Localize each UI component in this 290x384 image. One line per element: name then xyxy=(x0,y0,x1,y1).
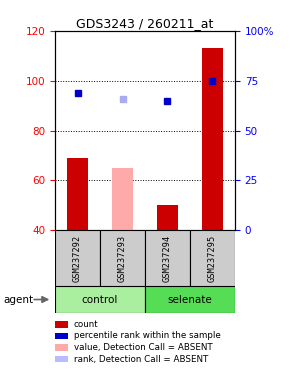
Text: GSM237292: GSM237292 xyxy=(73,235,82,282)
Bar xyxy=(145,286,235,313)
Bar xyxy=(55,230,100,286)
Text: GSM237295: GSM237295 xyxy=(208,235,217,282)
Text: agent: agent xyxy=(3,295,33,305)
Text: GSM237293: GSM237293 xyxy=(118,235,127,282)
Bar xyxy=(190,230,235,286)
Text: control: control xyxy=(82,295,118,305)
Text: value, Detection Call = ABSENT: value, Detection Call = ABSENT xyxy=(74,343,213,352)
Title: GDS3243 / 260211_at: GDS3243 / 260211_at xyxy=(76,17,214,30)
Bar xyxy=(68,158,88,230)
Bar xyxy=(157,205,177,230)
Text: percentile rank within the sample: percentile rank within the sample xyxy=(74,331,221,341)
Text: selenate: selenate xyxy=(168,295,212,305)
Text: rank, Detection Call = ABSENT: rank, Detection Call = ABSENT xyxy=(74,354,208,364)
Text: GSM237294: GSM237294 xyxy=(163,235,172,282)
Bar xyxy=(145,230,190,286)
Bar xyxy=(55,286,145,313)
Bar xyxy=(113,168,133,230)
Bar xyxy=(100,230,145,286)
Bar xyxy=(202,48,222,230)
Text: count: count xyxy=(74,320,99,329)
